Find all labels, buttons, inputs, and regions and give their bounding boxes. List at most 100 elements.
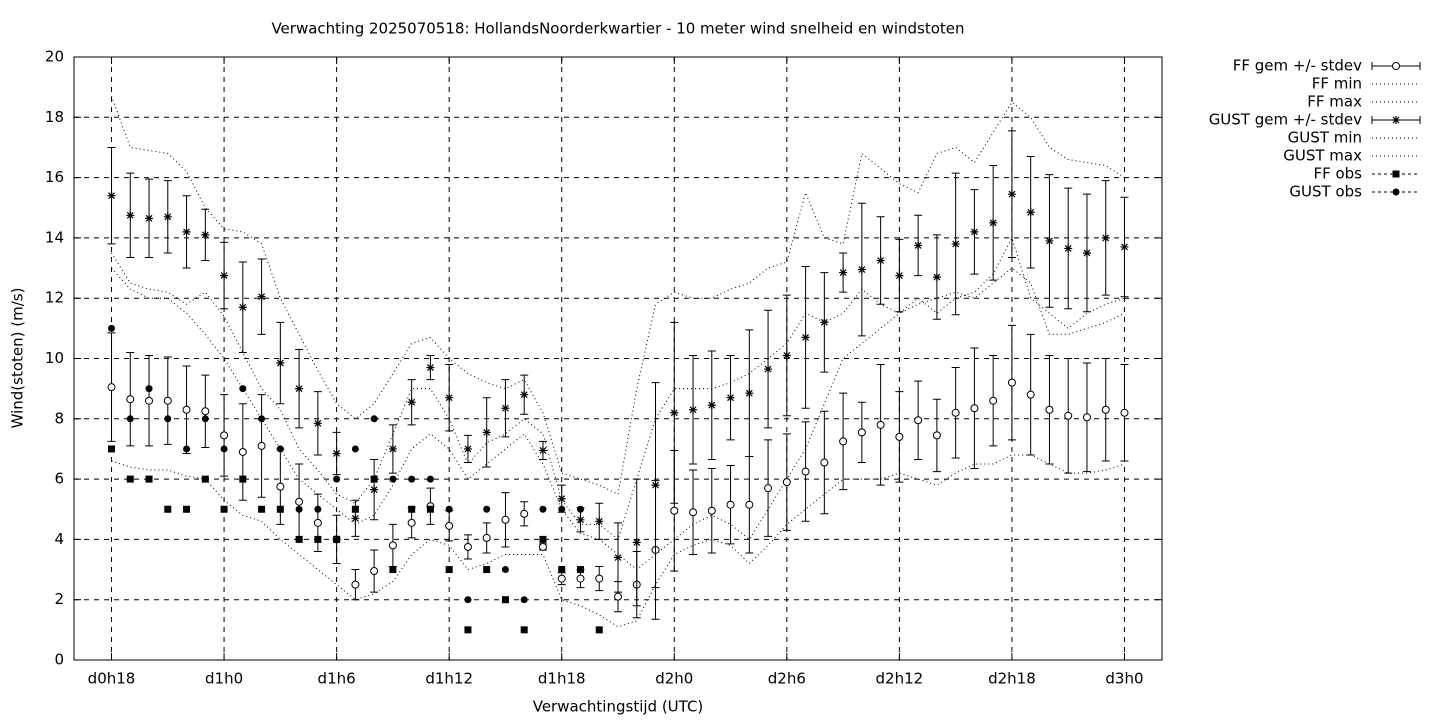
y-tick-label: 18: [45, 108, 64, 126]
marker-shape: [970, 404, 979, 413]
marker: [576, 574, 585, 583]
marker: [126, 415, 134, 423]
marker: [145, 214, 154, 223]
marker-shape: [1045, 405, 1054, 414]
marker: [145, 396, 154, 405]
marker-shape: [558, 566, 566, 574]
marker-shape: [126, 395, 135, 404]
marker: [595, 626, 603, 634]
marker-shape: [145, 214, 154, 223]
marker: [445, 566, 453, 574]
marker: [1045, 236, 1054, 245]
marker: [164, 505, 172, 513]
marker-shape: [782, 351, 791, 360]
marker: [126, 395, 135, 404]
marker-shape: [764, 365, 773, 374]
marker: [314, 535, 322, 543]
marker: [689, 405, 698, 414]
marker: [220, 505, 228, 513]
marker-shape: [108, 324, 116, 332]
marker: [295, 535, 303, 543]
marker-shape: [370, 485, 379, 494]
marker: [332, 449, 341, 458]
marker: [145, 475, 153, 483]
y-tick-label: 0: [54, 651, 64, 669]
marker: [782, 478, 791, 487]
marker-shape: [276, 505, 284, 513]
marker: [464, 596, 472, 604]
legend-item: FF gem +/- stdev: [1233, 57, 1421, 75]
marker: [895, 271, 904, 280]
marker-shape: [501, 515, 510, 524]
marker-shape: [1392, 62, 1400, 70]
marker-shape: [239, 475, 247, 483]
marker-shape: [951, 408, 960, 417]
marker-shape: [332, 449, 341, 458]
marker-shape: [182, 405, 191, 414]
marker-shape: [220, 431, 229, 440]
marker-shape: [539, 505, 547, 513]
marker-shape: [1392, 170, 1400, 178]
marker: [276, 359, 285, 368]
marker: [463, 444, 472, 453]
legend-label: FF min: [1312, 75, 1362, 93]
marker: [201, 475, 209, 483]
legend-label: GUST max: [1283, 147, 1362, 165]
marker-shape: [595, 517, 604, 526]
marker-shape: [295, 505, 303, 513]
marker-shape: [1392, 116, 1400, 124]
marker: [1120, 242, 1129, 251]
marker-shape: [895, 271, 904, 280]
marker: [483, 566, 491, 574]
legend-item: GUST min: [1288, 129, 1420, 147]
marker: [989, 396, 998, 405]
marker: [670, 408, 679, 417]
marker: [107, 383, 116, 392]
marker-shape: [1026, 390, 1035, 399]
marker-shape: [145, 385, 153, 393]
marker-shape: [820, 318, 829, 327]
marker-shape: [1101, 233, 1110, 242]
marker-shape: [370, 567, 379, 576]
marker: [351, 580, 360, 589]
legend-label: FF max: [1307, 93, 1362, 111]
marker: [276, 445, 284, 453]
marker-shape: [464, 596, 472, 604]
marker: [238, 303, 247, 312]
marker-shape: [220, 505, 228, 513]
marker-shape: [445, 505, 453, 513]
marker: [745, 389, 754, 398]
marker-shape: [876, 420, 885, 429]
marker-shape: [314, 535, 322, 543]
marker-shape: [163, 212, 172, 221]
marker-shape: [126, 211, 135, 220]
marker: [670, 506, 679, 515]
plot-frame: [73, 56, 1163, 661]
marker: [313, 518, 322, 527]
x-tick-label: d2h12: [876, 670, 924, 688]
marker: [201, 230, 210, 239]
marker-shape: [651, 481, 660, 490]
marker: [689, 508, 698, 517]
marker-shape: [1007, 190, 1016, 199]
marker: [932, 431, 941, 440]
marker-shape: [257, 441, 266, 450]
marker: [108, 445, 116, 453]
marker: [951, 239, 960, 248]
y-tick-label: 20: [45, 48, 64, 66]
marker-shape: [276, 359, 285, 368]
marker-shape: [538, 446, 547, 455]
marker-shape: [183, 445, 191, 453]
marker-shape: [463, 444, 472, 453]
marker-shape: [351, 505, 359, 513]
marker: [388, 444, 397, 453]
marker: [464, 626, 472, 634]
y-tick-label: 12: [45, 289, 64, 307]
marker: [389, 566, 397, 574]
marker: [576, 515, 585, 524]
marker-shape: [801, 467, 810, 476]
marker: [707, 506, 716, 515]
marker: [1026, 208, 1035, 217]
